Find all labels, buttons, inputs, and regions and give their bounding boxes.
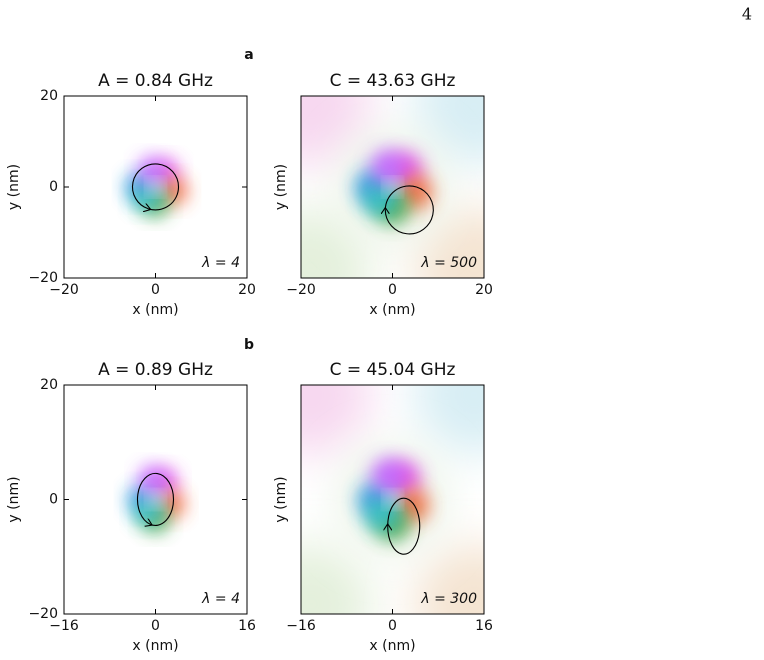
page-number: 4 bbox=[742, 5, 752, 24]
halo bbox=[414, 96, 484, 166]
core bbox=[386, 181, 399, 193]
trajectory bbox=[149, 499, 175, 526]
plot: A = 0.89 GHz λ = 4 x (nm) y (nm) −16 0 16 −20 0 2… bbox=[6, 360, 256, 654]
x-axis-label: x (nm) bbox=[369, 302, 415, 318]
core bbox=[386, 493, 399, 506]
density-image bbox=[127, 466, 185, 533]
plot-title: C = 43.63 GHz bbox=[330, 71, 456, 91]
core bbox=[149, 181, 162, 193]
plot: A = 0.84 GHz λ = 4 x (nm) y (nm) −20 0 20 −20 0 2… bbox=[6, 71, 256, 318]
x-tick-label: 0 bbox=[151, 282, 160, 298]
x-tick-label: 0 bbox=[388, 282, 397, 298]
x-axis-label: x (nm) bbox=[369, 638, 415, 654]
trajectory bbox=[132, 163, 180, 209]
x-tick-label: −20 bbox=[286, 282, 316, 298]
annotation: λ = 300 bbox=[420, 591, 477, 607]
trajectory bbox=[384, 185, 417, 210]
y-axis-label: y (nm) bbox=[6, 164, 22, 210]
blob bbox=[138, 466, 167, 495]
y-tick-label: 20 bbox=[40, 88, 58, 104]
y-tick-label: −20 bbox=[28, 606, 58, 622]
halo bbox=[414, 208, 484, 278]
y-tick-label: −20 bbox=[28, 270, 58, 286]
y-tick-label: 0 bbox=[49, 179, 58, 195]
panel-label: b bbox=[244, 337, 254, 353]
blob bbox=[137, 157, 166, 185]
halo bbox=[301, 96, 371, 166]
core bbox=[149, 493, 162, 506]
halo bbox=[301, 544, 371, 614]
halo bbox=[301, 208, 371, 278]
trajectory bbox=[387, 497, 409, 527]
annotation: λ = 500 bbox=[420, 255, 477, 271]
trajectory bbox=[148, 186, 180, 211]
x-tick-label: 16 bbox=[475, 618, 493, 634]
x-axis-label: x (nm) bbox=[132, 638, 178, 654]
y-axis-label: y (nm) bbox=[6, 476, 22, 522]
y-tick-label: 0 bbox=[49, 492, 58, 508]
x-tick-label: −20 bbox=[49, 282, 79, 298]
plot-title: A = 0.84 GHz bbox=[98, 71, 213, 91]
x-tick-label: −16 bbox=[49, 618, 79, 634]
annotation: λ = 4 bbox=[201, 255, 240, 271]
x-axis-label: x (nm) bbox=[132, 302, 178, 318]
x-tick-label: 0 bbox=[151, 618, 160, 634]
plot: C = 43.63 GHz λ = 500 x (nm) y (nm) −20 0 20 bbox=[273, 71, 493, 318]
halo bbox=[301, 385, 371, 455]
x-tick-label: 0 bbox=[388, 618, 397, 634]
density-image bbox=[301, 96, 484, 278]
annotation: λ = 4 bbox=[201, 591, 240, 607]
blob bbox=[370, 149, 405, 185]
y-axis-label: y (nm) bbox=[273, 476, 289, 522]
trajectory bbox=[136, 472, 175, 524]
panel-label: a bbox=[244, 47, 253, 63]
blob bbox=[370, 458, 406, 493]
x-tick-label: 20 bbox=[238, 282, 256, 298]
x-tick-label: 16 bbox=[238, 618, 256, 634]
halo bbox=[414, 385, 484, 455]
trajectory bbox=[385, 186, 434, 235]
halo bbox=[414, 544, 484, 614]
x-tick-label: −16 bbox=[286, 618, 316, 634]
x-tick-label: 20 bbox=[475, 282, 493, 298]
plot-title: A = 0.89 GHz bbox=[98, 360, 213, 380]
y-tick-label: 20 bbox=[40, 377, 58, 393]
y-axis-label: y (nm) bbox=[273, 164, 289, 210]
plot: C = 45.04 GHz λ = 300 x (nm) y (nm) −16 0 16 bbox=[273, 360, 493, 654]
plot-title: C = 45.04 GHz bbox=[330, 360, 456, 380]
trajectory bbox=[388, 499, 421, 555]
